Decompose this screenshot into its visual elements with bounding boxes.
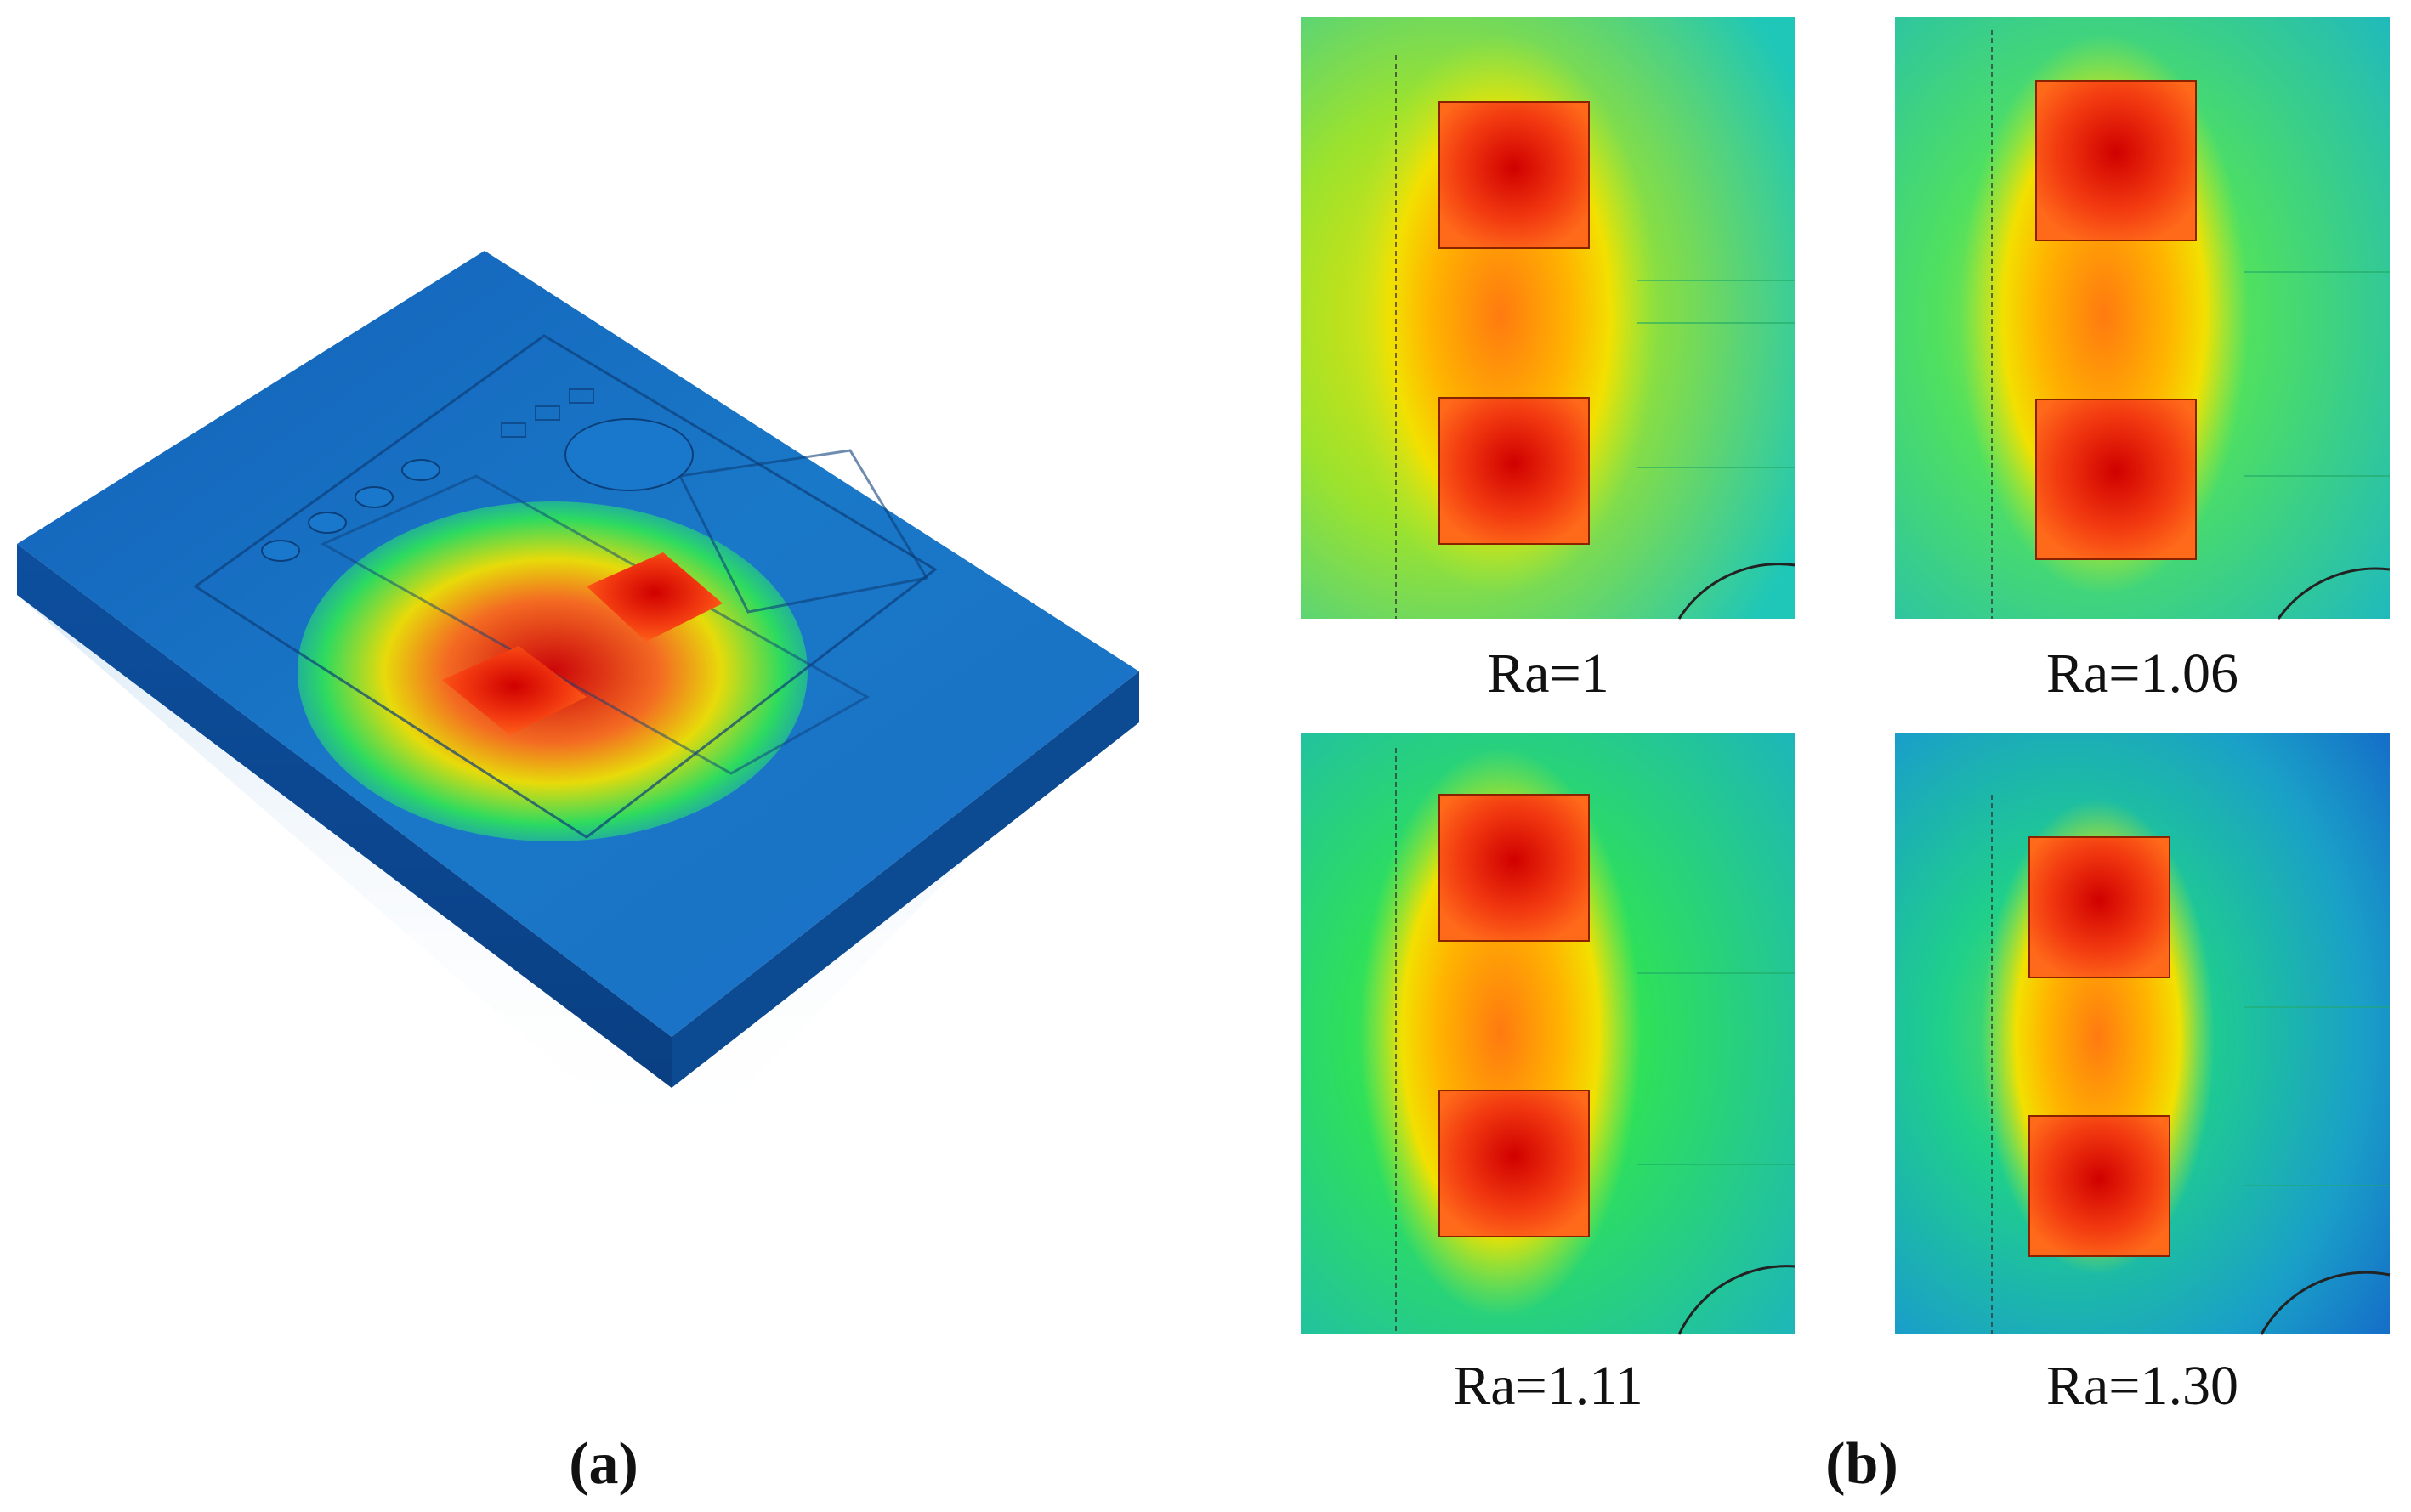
board-small-pads — [501, 388, 594, 438]
board-side-right — [672, 671, 1139, 1088]
board-side-left — [17, 544, 672, 1088]
panel-a-label: (a) — [569, 1431, 638, 1497]
board-hot-chip-1 — [442, 646, 587, 735]
ra-label-2: Ra=1.06 — [2045, 643, 2239, 705]
board-outline-inner — [320, 474, 871, 775]
ra-label-4: Ra=1.30 — [2045, 1355, 2239, 1417]
thermal-map-ra-1-06 — [1895, 17, 2391, 620]
board-outline-main — [193, 334, 938, 839]
ra-label-3: Ra=1.11 — [1453, 1355, 1643, 1417]
panel-b-label: (b) — [1825, 1431, 1898, 1497]
thermal-map-ra-1-30 — [1895, 733, 2391, 1335]
ra-label-1: Ra=1 — [1487, 643, 1609, 705]
board-hot-chip-2 — [587, 552, 723, 642]
thermal-map-ra-1-11 — [1301, 733, 1796, 1335]
board-capacitors — [261, 418, 694, 562]
panel-a-board — [17, 251, 1139, 1164]
board-outline-right — [678, 449, 929, 614]
thermal-map-ra-1 — [1301, 17, 1796, 620]
